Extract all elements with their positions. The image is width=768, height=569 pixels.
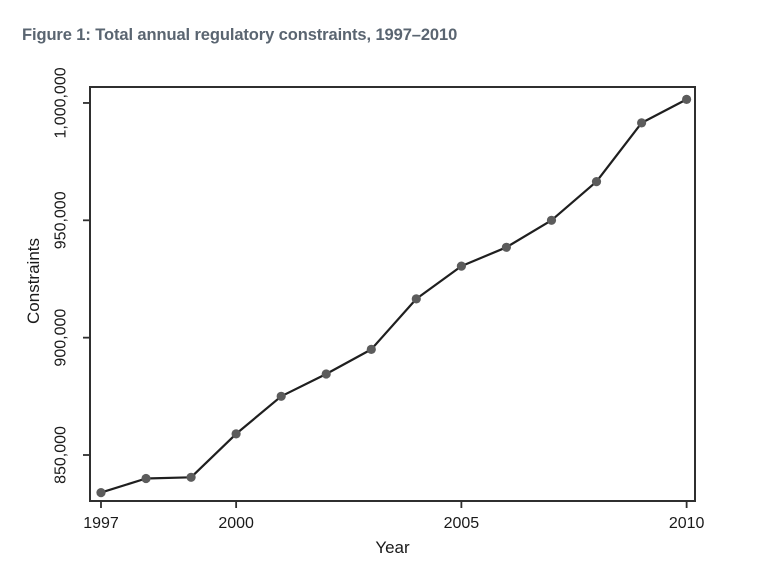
data-point xyxy=(366,344,376,354)
data-point xyxy=(501,242,511,252)
data-point xyxy=(411,294,421,304)
y-tick-label: 1,000,000 xyxy=(53,67,70,138)
data-point xyxy=(591,177,602,187)
x-tick-label: 2010 xyxy=(669,515,705,532)
x-tick-label: 1997 xyxy=(83,515,119,532)
data-point xyxy=(637,118,647,128)
data-point xyxy=(141,473,151,484)
x-tick-label: 2000 xyxy=(218,515,254,532)
data-point xyxy=(321,369,331,379)
figure-title: Figure 1: Total annual regulatory constr… xyxy=(22,26,458,44)
y-tick-label: 900,000 xyxy=(53,309,70,367)
data-point xyxy=(682,94,692,104)
data-point xyxy=(546,215,557,225)
plot-box xyxy=(89,86,696,502)
data-point xyxy=(276,391,286,401)
x-axis-title: Year xyxy=(375,538,410,557)
y-tick-label: 950,000 xyxy=(53,191,70,249)
y-tick-label: 850,000 xyxy=(53,426,70,484)
data-point xyxy=(456,261,466,271)
y-axis-title: Constraints xyxy=(24,238,43,324)
data-point xyxy=(186,472,196,482)
data-point xyxy=(96,488,106,498)
data-line xyxy=(99,98,688,494)
x-tick-label: 2005 xyxy=(444,515,480,532)
data-point xyxy=(231,429,241,439)
